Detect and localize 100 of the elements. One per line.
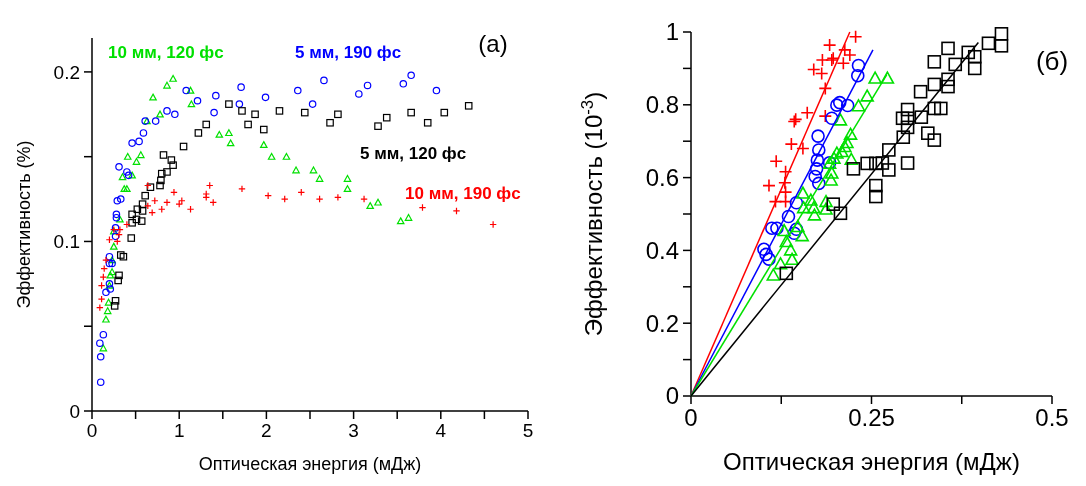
point — [112, 213, 121, 222]
point — [280, 195, 289, 203]
point — [921, 126, 935, 140]
point — [102, 288, 110, 297]
point — [99, 273, 108, 281]
point — [819, 194, 833, 208]
point — [267, 152, 276, 160]
point — [840, 135, 854, 149]
point — [116, 195, 125, 203]
point — [355, 90, 363, 98]
point — [110, 302, 119, 310]
point — [308, 100, 317, 108]
point — [115, 163, 123, 171]
point — [778, 175, 792, 190]
point — [116, 251, 125, 259]
point — [948, 57, 963, 72]
point — [132, 215, 141, 224]
point — [215, 130, 224, 138]
point — [869, 189, 883, 204]
point — [868, 71, 882, 84]
point — [882, 163, 896, 177]
point — [149, 93, 157, 101]
point — [114, 276, 122, 285]
point — [251, 110, 259, 119]
point — [407, 71, 415, 80]
point — [104, 298, 113, 306]
point — [778, 164, 793, 179]
point — [259, 125, 268, 134]
point — [896, 130, 911, 144]
point — [163, 107, 171, 115]
annotation: (а) — [478, 30, 508, 57]
point — [806, 201, 821, 214]
point — [118, 173, 127, 181]
point — [967, 49, 982, 64]
point — [827, 151, 841, 164]
point — [141, 191, 149, 200]
point — [343, 174, 352, 182]
x-tick-label: 0 — [684, 404, 698, 432]
point — [163, 81, 171, 89]
point — [226, 139, 235, 147]
point — [869, 156, 883, 171]
point — [779, 234, 794, 248]
point — [334, 193, 342, 202]
point — [194, 129, 203, 137]
y-tick-label: 0 — [665, 382, 679, 410]
point — [869, 178, 883, 193]
x-tick-label: 0.5 — [1035, 404, 1069, 432]
point — [967, 61, 982, 76]
point — [235, 100, 244, 108]
y-tick-label: 1 — [665, 18, 679, 46]
point — [796, 201, 811, 214]
point — [811, 129, 825, 143]
point — [374, 198, 382, 206]
point — [961, 45, 976, 60]
point — [334, 110, 342, 119]
point — [787, 226, 802, 241]
point — [128, 171, 136, 179]
point — [124, 171, 133, 180]
point — [757, 242, 771, 257]
point — [824, 111, 839, 126]
point — [423, 118, 432, 127]
point — [927, 77, 942, 92]
point — [116, 225, 124, 234]
point — [781, 209, 796, 224]
point — [796, 186, 810, 199]
point — [822, 38, 837, 52]
point — [132, 157, 141, 165]
point — [784, 137, 799, 151]
x-tick-label: 1 — [173, 420, 185, 442]
point — [343, 185, 352, 193]
point — [169, 161, 177, 169]
x-axis-title: Оптическая энергия (мДж) — [723, 448, 1020, 475]
point — [103, 307, 112, 315]
point — [800, 106, 815, 120]
point — [123, 220, 131, 229]
point — [840, 98, 855, 113]
point — [139, 129, 148, 137]
point — [116, 215, 124, 223]
point — [113, 196, 122, 205]
y-tick-label: 0.1 — [53, 231, 80, 253]
point — [830, 146, 844, 159]
point — [212, 91, 220, 100]
point — [169, 74, 177, 82]
series-label: 10 мм, 190 фс — [405, 184, 521, 203]
point — [770, 221, 784, 235]
point — [237, 83, 245, 91]
point — [900, 156, 915, 170]
point — [880, 71, 895, 84]
x-tick-label: 0 — [86, 420, 98, 442]
point — [783, 243, 798, 256]
point — [292, 166, 300, 174]
point — [264, 191, 272, 200]
point — [843, 127, 858, 140]
point — [108, 268, 116, 276]
point — [900, 120, 915, 135]
series-label: 5 мм, 190 фс — [295, 43, 402, 62]
point — [382, 113, 391, 122]
point — [261, 93, 270, 102]
point — [105, 259, 114, 268]
y-tick-label: 0.2 — [645, 309, 679, 337]
